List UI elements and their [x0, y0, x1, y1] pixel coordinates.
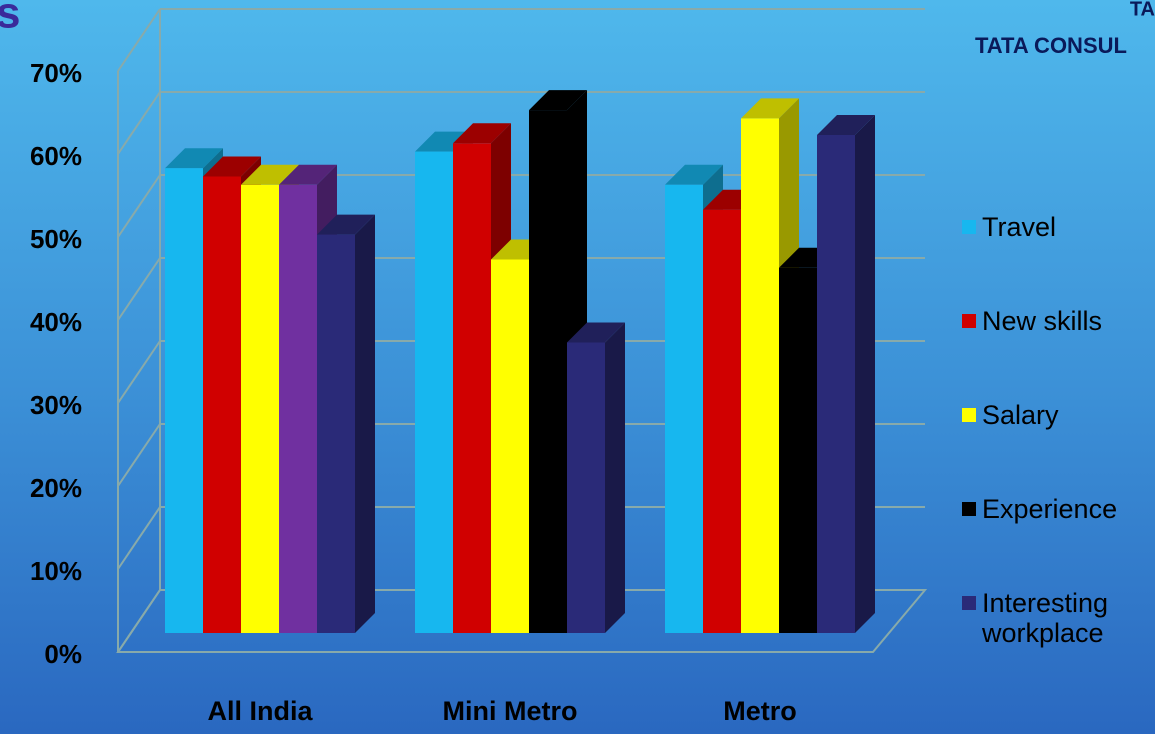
- bar-side: [605, 322, 625, 633]
- y-tick-label: 10%: [30, 556, 82, 586]
- legend-label: Interesting workplace: [982, 588, 1109, 648]
- bar-top: [567, 322, 625, 343]
- legend-label: Travel: [982, 212, 1057, 242]
- legend-label: New skills: [982, 306, 1103, 336]
- grid-line-side: [117, 257, 161, 321]
- grid-line-side: [117, 589, 161, 653]
- bar-top: [415, 131, 473, 152]
- y-tick-label: 20%: [30, 473, 82, 503]
- legend-swatch: [962, 596, 976, 610]
- bar-top: [529, 90, 587, 111]
- legend-swatch: [962, 220, 976, 234]
- bar-side: [355, 214, 375, 633]
- legend-item: New skills: [962, 306, 1142, 336]
- legend-label: Salary: [982, 400, 1059, 430]
- bar: [241, 184, 279, 634]
- bar-top: [241, 164, 299, 185]
- brand-top: TA: [1130, 0, 1155, 20]
- legend-item: Travel: [962, 212, 1142, 242]
- grid-line-side: [117, 340, 161, 404]
- bar: [779, 267, 817, 633]
- y-tick-label: 60%: [30, 141, 82, 171]
- y-tick-label: 40%: [30, 307, 82, 337]
- bar: [491, 259, 529, 633]
- x-tick-label: Mini Metro: [443, 696, 578, 726]
- legend-item: Interesting workplace: [962, 588, 1142, 648]
- bar: [703, 209, 741, 633]
- legend-label: Experience: [982, 494, 1118, 524]
- grid-line-side: [117, 423, 161, 487]
- chart-title: s: [0, 0, 20, 38]
- bar: [415, 151, 453, 633]
- bar: [665, 184, 703, 634]
- bar: [453, 143, 491, 634]
- bar-top: [817, 115, 875, 135]
- bar-top: [665, 164, 723, 185]
- legend-swatch: [962, 314, 976, 328]
- x-tick-label: All India: [207, 696, 313, 726]
- bar-top: [165, 148, 223, 169]
- y-tick-label: 70%: [30, 58, 82, 88]
- bar-top: [453, 123, 511, 144]
- bar: [741, 118, 779, 633]
- y-tick-label: 30%: [30, 390, 82, 420]
- legend-swatch: [962, 408, 976, 422]
- bar: [203, 176, 241, 633]
- bar-top: [741, 98, 799, 119]
- grid-line-side: [117, 8, 161, 72]
- legend-item: Experience: [962, 494, 1142, 524]
- bar: [317, 234, 355, 633]
- bar-top: [317, 214, 375, 235]
- x-tick-label: Metro: [723, 696, 797, 726]
- y-tick-label: 0%: [44, 639, 82, 669]
- bar-top: [279, 164, 337, 185]
- grid-line-side: [117, 91, 161, 155]
- bar: [567, 342, 605, 633]
- bar: [817, 135, 855, 633]
- bar: [165, 168, 203, 633]
- brand: TATA CONSUL: [975, 33, 1127, 58]
- legend-item: Salary: [962, 400, 1142, 430]
- bar-side: [855, 115, 875, 633]
- grid-line-side: [117, 506, 161, 570]
- y-tick-label: 50%: [30, 224, 82, 254]
- bar: [279, 184, 317, 634]
- bar: [529, 110, 567, 634]
- bar-top: [203, 156, 261, 177]
- legend-swatch: [962, 502, 976, 516]
- grid-line-side: [117, 174, 161, 238]
